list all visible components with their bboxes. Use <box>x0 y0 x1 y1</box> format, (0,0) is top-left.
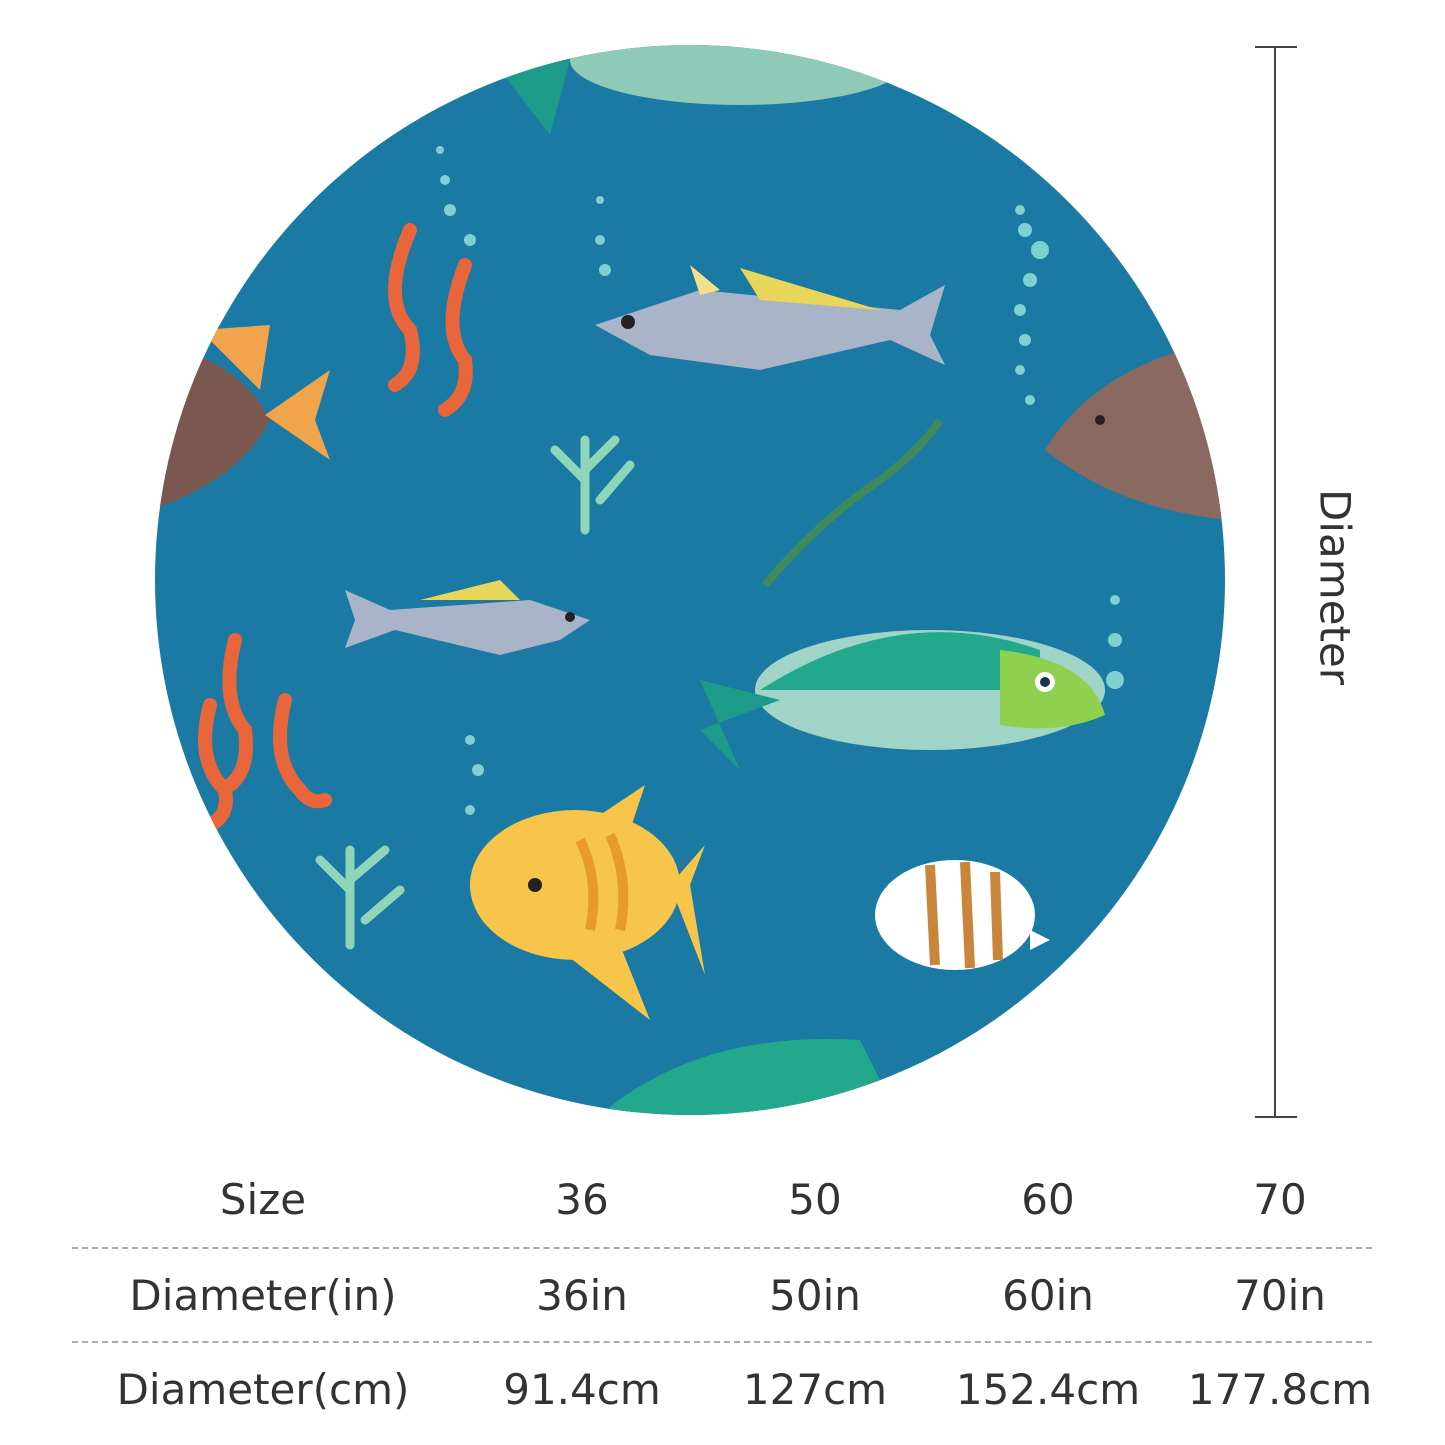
green-fish <box>700 630 1105 770</box>
table-cell: 152.4cm <box>955 1365 1141 1414</box>
diameter-label: Diameter <box>1310 488 1360 686</box>
divider <box>72 1341 1372 1343</box>
butterfly-fish <box>875 860 1050 970</box>
table-row-diameter-cm: Diameter(cm) 91.4cm 127cm 152.4cm 177.8c… <box>0 1360 1445 1420</box>
tuna-fish <box>595 265 945 370</box>
table-cell: 127cm <box>742 1365 888 1414</box>
table-cell: 60 <box>1021 1175 1075 1224</box>
table-row-diameter-in: Diameter(in) 36in 50in 60in 70in <box>0 1266 1445 1326</box>
seahorses <box>198 223 473 832</box>
table-cell: 91.4cm <box>503 1365 661 1414</box>
table-cell: 60in <box>1002 1271 1094 1320</box>
table-cell: 50 <box>788 1175 842 1224</box>
round-rug <box>155 45 1225 1115</box>
divider <box>72 1247 1372 1249</box>
diameter-indicator <box>1255 46 1297 1118</box>
bubbles <box>436 146 1124 815</box>
brown-fish-right <box>1045 340 1225 520</box>
row-label: Diameter(in) <box>129 1271 397 1320</box>
table-row-size: Size 36 50 60 70 <box>0 1170 1445 1230</box>
fish-top <box>570 45 910 105</box>
tuna-fish-small <box>345 580 590 655</box>
coral <box>315 435 635 950</box>
table-cell: 70 <box>1253 1175 1307 1224</box>
table-cell: 177.8cm <box>1187 1365 1373 1414</box>
row-label: Size <box>219 1175 307 1224</box>
row-label: Diameter(cm) <box>116 1365 410 1414</box>
table-cell: 36in <box>536 1271 628 1320</box>
table-cell: 36 <box>555 1175 609 1224</box>
table-cell: 70in <box>1234 1271 1326 1320</box>
table-cell: 50in <box>769 1271 861 1320</box>
seaweed <box>761 417 944 588</box>
yellow-angelfish <box>470 785 705 1020</box>
